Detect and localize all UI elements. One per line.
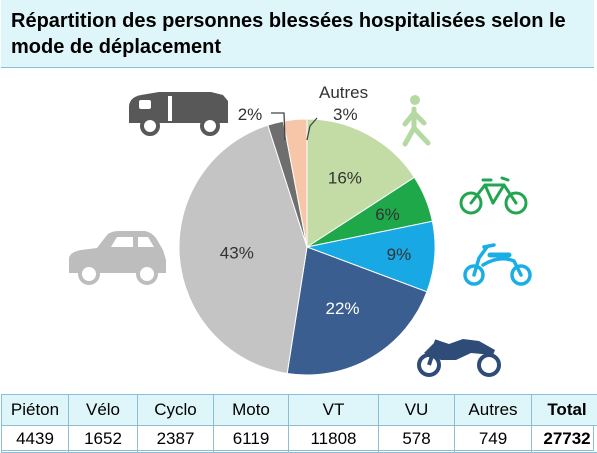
slice-label-moto: 22%: [325, 299, 359, 318]
slice-label-cyclo: 9%: [387, 245, 412, 264]
bicycle-icon: [459, 176, 528, 215]
leader-line-vu: [271, 112, 286, 141]
pedestrian-icon: [402, 95, 431, 147]
table-value-cell: 27732: [531, 425, 597, 453]
slice-label-vu: 2%: [238, 105, 263, 124]
table-header-cell: VT: [288, 394, 379, 426]
pie-labels: 16% 6% 9% 22% 43%: [220, 168, 411, 317]
pie-slice-autres: [282, 118, 308, 248]
motorcycle-icon: [417, 339, 501, 377]
chart-title: Répartition des personnes blessées hospi…: [11, 10, 566, 58]
table-value-cell: 2387: [137, 425, 214, 453]
table-value-cell: 6119: [213, 425, 289, 453]
table-header-row: Piéton Vélo Cyclo Moto VT VU Autres Total: [1, 394, 597, 426]
car-icon: [69, 231, 166, 285]
header: Répartition des personnes blessées hospi…: [1, 0, 594, 68]
table-value-cell: 749: [454, 425, 532, 453]
pie-chart: 16% 6% 9% 22% 43% 2% Autres 3%: [69, 83, 532, 377]
table-values-row: 4439 1652 2387 6119 11808 578 749 27732: [1, 425, 597, 453]
table-header-cell: Piéton: [1, 394, 69, 426]
slice-label-vt: 43%: [220, 244, 254, 263]
van-icon: [129, 92, 228, 136]
pie-slice-moto: [286, 246, 428, 376]
table-value-cell: 1652: [68, 425, 138, 453]
table-header-cell: Autres: [454, 394, 532, 426]
table-header-cell: Vélo: [68, 394, 138, 426]
table-value-cell: 4439: [1, 425, 69, 453]
pie-slice-vt: [178, 124, 308, 375]
chart-area: 16% 6% 9% 22% 43% 2% Autres 3%: [1, 68, 594, 394]
slice-name-autres: Autres: [319, 83, 368, 102]
table-header-cell: Moto: [213, 394, 289, 426]
table-header-cell: VU: [378, 394, 455, 426]
slice-label-vlo: 6%: [375, 205, 400, 224]
leader-line-autres: [306, 117, 318, 141]
table-value-cell: 11808: [288, 425, 379, 453]
pie-slices: [178, 118, 436, 376]
slice-label-autres: 3%: [333, 105, 358, 124]
moped-icon: [463, 243, 532, 286]
table-value-cell: 578: [378, 425, 455, 453]
table-header-cell: Cyclo: [137, 394, 214, 426]
table-header-cell: Total: [531, 394, 597, 426]
data-table: Piéton Vélo Cyclo Moto VT VU Autres Total 4439 1…: [1, 394, 597, 453]
slice-label-piton: 16%: [328, 168, 362, 187]
